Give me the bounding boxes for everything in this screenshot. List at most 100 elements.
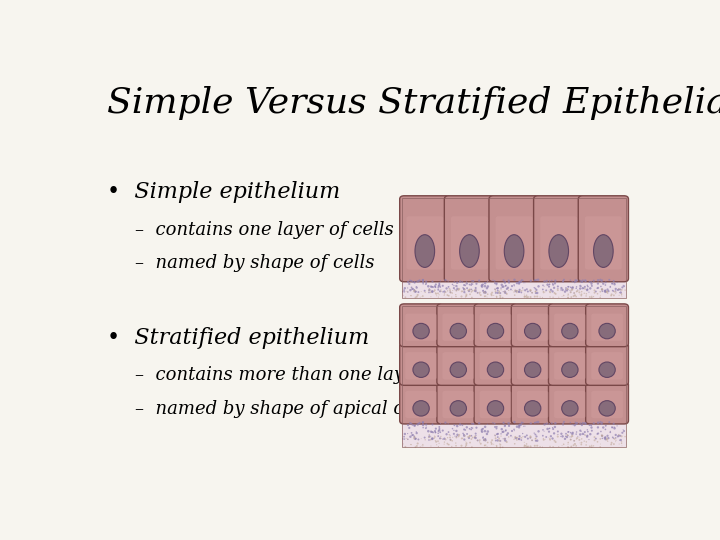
Point <box>544 424 555 433</box>
Ellipse shape <box>415 235 435 267</box>
Point <box>513 423 525 431</box>
Point <box>406 283 418 292</box>
Point <box>603 275 615 284</box>
Point <box>529 418 541 427</box>
Point <box>492 286 503 295</box>
Point <box>460 437 472 445</box>
Point <box>538 434 549 443</box>
Point <box>433 282 444 291</box>
Point <box>461 423 472 431</box>
Point <box>601 288 613 296</box>
Point <box>544 293 556 301</box>
Point <box>495 292 506 300</box>
Point <box>405 419 416 428</box>
Point <box>423 288 435 297</box>
Point <box>505 285 517 294</box>
Point <box>562 290 574 299</box>
Point <box>433 442 444 451</box>
Point <box>564 433 576 441</box>
Point <box>474 288 485 297</box>
FancyBboxPatch shape <box>405 314 437 341</box>
Point <box>491 280 503 289</box>
FancyBboxPatch shape <box>549 381 591 424</box>
Point <box>490 284 502 293</box>
Point <box>405 440 417 449</box>
Point <box>518 422 529 430</box>
Point <box>575 440 587 449</box>
FancyBboxPatch shape <box>591 314 623 341</box>
Point <box>538 288 549 296</box>
Point <box>568 289 580 298</box>
Point <box>435 276 446 285</box>
Point <box>406 429 418 437</box>
Point <box>521 442 533 451</box>
Point <box>531 418 542 427</box>
Point <box>541 433 552 441</box>
Point <box>518 290 530 299</box>
Point <box>456 278 468 286</box>
Point <box>476 281 487 290</box>
Point <box>569 291 580 299</box>
Ellipse shape <box>450 401 467 416</box>
Point <box>498 427 509 436</box>
Point <box>477 287 489 295</box>
Point <box>595 435 606 443</box>
FancyBboxPatch shape <box>400 304 443 347</box>
Point <box>417 292 428 300</box>
Point <box>461 277 472 286</box>
Point <box>563 282 575 291</box>
Point <box>592 279 603 288</box>
Point <box>443 282 454 291</box>
Point <box>405 419 417 428</box>
Point <box>433 284 444 292</box>
Point <box>584 278 595 286</box>
Point <box>516 287 528 295</box>
Point <box>459 285 471 294</box>
Point <box>580 441 592 449</box>
Point <box>596 431 608 440</box>
Point <box>583 435 595 444</box>
Point <box>570 276 581 285</box>
Point <box>495 432 507 441</box>
Point <box>415 287 427 296</box>
Point <box>430 428 441 437</box>
Point <box>552 427 564 436</box>
Point <box>423 430 435 439</box>
Point <box>575 438 586 447</box>
Point <box>463 287 474 295</box>
Point <box>616 289 627 298</box>
Point <box>609 280 621 288</box>
Point <box>399 435 410 443</box>
Point <box>597 276 608 285</box>
Point <box>530 436 541 445</box>
Point <box>571 428 582 436</box>
Point <box>490 431 501 440</box>
Point <box>436 434 447 443</box>
Point <box>397 440 409 448</box>
Point <box>482 420 493 429</box>
FancyBboxPatch shape <box>540 216 577 269</box>
Ellipse shape <box>487 401 504 416</box>
Point <box>579 428 590 436</box>
Point <box>451 282 462 291</box>
Point <box>569 436 580 445</box>
Point <box>570 418 581 427</box>
Point <box>592 284 603 293</box>
Point <box>499 287 510 296</box>
Point <box>492 430 503 438</box>
Point <box>561 433 572 441</box>
Point <box>575 419 586 428</box>
Point <box>399 430 410 438</box>
Point <box>491 424 503 433</box>
Point <box>565 442 577 451</box>
Point <box>552 286 564 294</box>
Point <box>410 282 422 291</box>
Point <box>607 279 618 288</box>
Point <box>427 277 438 286</box>
Point <box>546 287 558 296</box>
Point <box>489 276 500 285</box>
Point <box>610 430 621 439</box>
Point <box>430 428 441 436</box>
Point <box>410 443 421 451</box>
Point <box>522 434 534 443</box>
